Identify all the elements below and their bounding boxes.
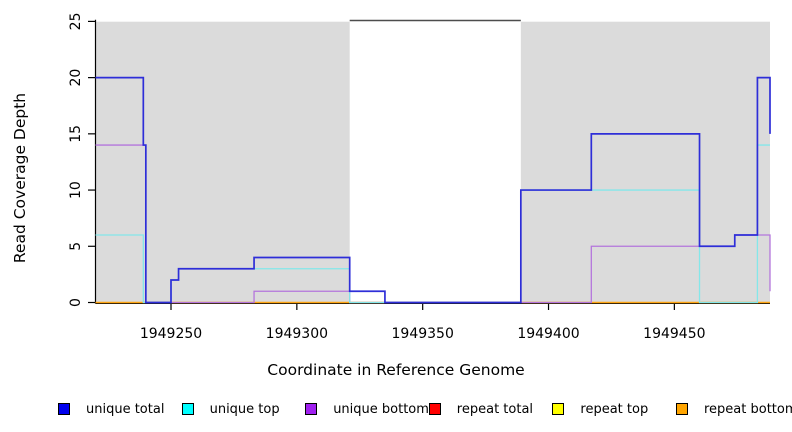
x-tick-label: 1949350 [392,326,454,342]
legend-item-unique-total: unique total [58,399,164,419]
legend-swatch-unique-top [181,403,194,415]
x-tick-label: 1949250 [140,326,202,342]
legend-item-repeat-total: repeat total [428,399,534,419]
legend-label-unique-total: unique total [86,401,165,417]
series-line-unique-total [95,76,771,304]
y-tick-label: 25 [68,12,84,30]
legend-swatch-unique-total [58,403,70,415]
legend-item-repeat-top: repeat top [552,399,648,419]
x-tick-label: 1949300 [266,326,328,342]
y-tick-label: 0 [68,298,84,307]
y-tick-label: 15 [68,125,84,143]
legend-label-unique-bottom: unique bottom [333,401,429,417]
x-axis-title: Coordinate in Reference Genome [267,361,525,379]
legend-item-unique-top: unique top [181,399,280,419]
legend-item-unique-bottom: unique bottom [305,399,429,419]
legend-swatch-unique-bottom [305,403,318,415]
legend-item-repeat-bottom: repeat bottom [676,399,792,419]
y-tick-label: 5 [68,242,84,251]
legend-label-repeat-total: repeat total [456,401,534,417]
x-tick-label: 1949400 [517,326,579,342]
legend-label-repeat-top: repeat top [580,401,649,417]
x-tick-label: 1949450 [643,326,705,342]
legend-label-unique-top: unique top [209,401,280,417]
y-tick-label: 10 [68,181,84,199]
repeat-region-shading [520,21,770,303]
legend-swatch-repeat-top [552,403,565,415]
legend-swatch-repeat-bottom [676,403,688,415]
legend-label-repeat-bottom: repeat bottom [704,401,792,417]
repeat-region-shading [95,21,350,303]
y-tick-label: 20 [68,69,84,87]
legend-swatch-repeat-total [428,403,441,415]
legend: unique total unique top unique bottom repea… [0,399,792,423]
y-axis-title: Read Coverage Depth [11,92,29,264]
